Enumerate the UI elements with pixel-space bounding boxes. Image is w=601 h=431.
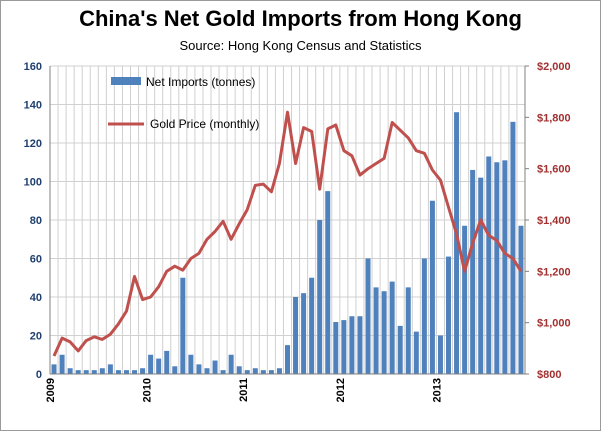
bar bbox=[212, 360, 218, 374]
y-left-tick-label: 40 bbox=[30, 292, 42, 304]
chart-subtitle: Source: Hong Kong Census and Statistics bbox=[179, 38, 422, 53]
bar bbox=[301, 293, 307, 374]
bar bbox=[381, 291, 387, 374]
bar bbox=[317, 220, 323, 374]
bar bbox=[180, 277, 186, 374]
bar bbox=[502, 160, 508, 374]
bar bbox=[357, 316, 363, 374]
bar bbox=[59, 354, 65, 374]
bar bbox=[293, 297, 299, 374]
bar bbox=[478, 177, 484, 374]
bar bbox=[494, 162, 500, 374]
bar bbox=[268, 370, 274, 374]
y-right-tick-label: $1,000 bbox=[537, 318, 571, 330]
legend-swatch-imports bbox=[111, 77, 141, 85]
bar bbox=[462, 225, 468, 374]
bar bbox=[470, 169, 476, 374]
bar bbox=[397, 325, 403, 374]
bar bbox=[99, 368, 105, 374]
bar bbox=[309, 277, 315, 374]
bar bbox=[244, 370, 250, 374]
bar bbox=[156, 358, 162, 374]
bar bbox=[91, 370, 97, 374]
bar bbox=[236, 366, 242, 374]
y-right-tick-label: $1,400 bbox=[537, 215, 571, 227]
bar bbox=[204, 368, 210, 374]
bar bbox=[341, 320, 347, 374]
y-left-tick-label: 0 bbox=[36, 369, 42, 381]
x-tick-label: 2010 bbox=[142, 378, 154, 402]
bar bbox=[429, 200, 435, 374]
bar bbox=[196, 364, 202, 374]
bar bbox=[365, 258, 371, 374]
bar bbox=[123, 370, 129, 374]
legend-label-imports: Net Imports (tonnes) bbox=[146, 75, 255, 89]
y-left-tick-label: 60 bbox=[30, 254, 42, 266]
bar bbox=[510, 121, 516, 374]
bar bbox=[446, 256, 452, 374]
y-right-tick-label: $2,000 bbox=[537, 61, 571, 73]
bar bbox=[51, 364, 57, 374]
bar bbox=[285, 345, 290, 374]
y-right-tick-label: $1,200 bbox=[537, 266, 571, 278]
legend-label-price: Gold Price (monthly) bbox=[150, 117, 259, 131]
x-tick-label: 2013 bbox=[431, 378, 443, 402]
line-series bbox=[52, 110, 523, 357]
bar bbox=[148, 354, 154, 374]
bar bbox=[228, 354, 234, 374]
bar bbox=[333, 322, 339, 374]
bar bbox=[413, 331, 419, 374]
bar bbox=[421, 258, 427, 374]
bar bbox=[325, 191, 331, 374]
bar bbox=[220, 370, 226, 374]
x-tick-label: 2009 bbox=[45, 378, 57, 402]
bar bbox=[172, 366, 178, 374]
bar bbox=[276, 368, 282, 374]
y-left-tick-label: 20 bbox=[30, 331, 42, 343]
bar bbox=[75, 370, 81, 374]
bar bbox=[188, 354, 194, 374]
bar bbox=[164, 350, 170, 374]
y-left-tick-label: 120 bbox=[24, 138, 42, 150]
y-left-tick-label: 160 bbox=[24, 61, 42, 73]
bar bbox=[486, 156, 492, 374]
bar bbox=[140, 368, 146, 374]
bar bbox=[132, 370, 138, 374]
bar bbox=[107, 364, 113, 374]
bar bbox=[389, 281, 395, 374]
bar bbox=[349, 316, 355, 374]
bar bbox=[67, 368, 73, 374]
bar bbox=[405, 287, 411, 374]
y-right-tick-label: $800 bbox=[537, 369, 561, 381]
y-right-tick-label: $1,600 bbox=[537, 164, 571, 176]
y-left-tick-label: 100 bbox=[24, 177, 42, 189]
x-tick-label: 2011 bbox=[238, 378, 250, 402]
bar bbox=[437, 335, 443, 374]
x-tick-label: 2012 bbox=[335, 378, 347, 402]
bar-series bbox=[51, 112, 524, 374]
bar bbox=[252, 368, 258, 374]
legend: Net Imports (tonnes) Gold Price (monthly… bbox=[108, 75, 259, 131]
bar bbox=[518, 225, 524, 374]
bar bbox=[373, 287, 379, 374]
chart-title: China's Net Gold Imports from Hong Kong bbox=[79, 6, 522, 31]
price-line bbox=[52, 110, 523, 357]
bar bbox=[83, 370, 89, 374]
axes: 0 20 40 60 80 100 120 140 160 $800 $1,000 $1,200 $1,… bbox=[24, 61, 571, 402]
y-right-tick-label: $1,800 bbox=[537, 112, 571, 124]
y-left-tick-label: 80 bbox=[30, 215, 42, 227]
bar bbox=[115, 370, 121, 374]
y-left-tick-label: 140 bbox=[24, 100, 42, 112]
bar bbox=[260, 370, 266, 374]
bar bbox=[454, 112, 460, 374]
